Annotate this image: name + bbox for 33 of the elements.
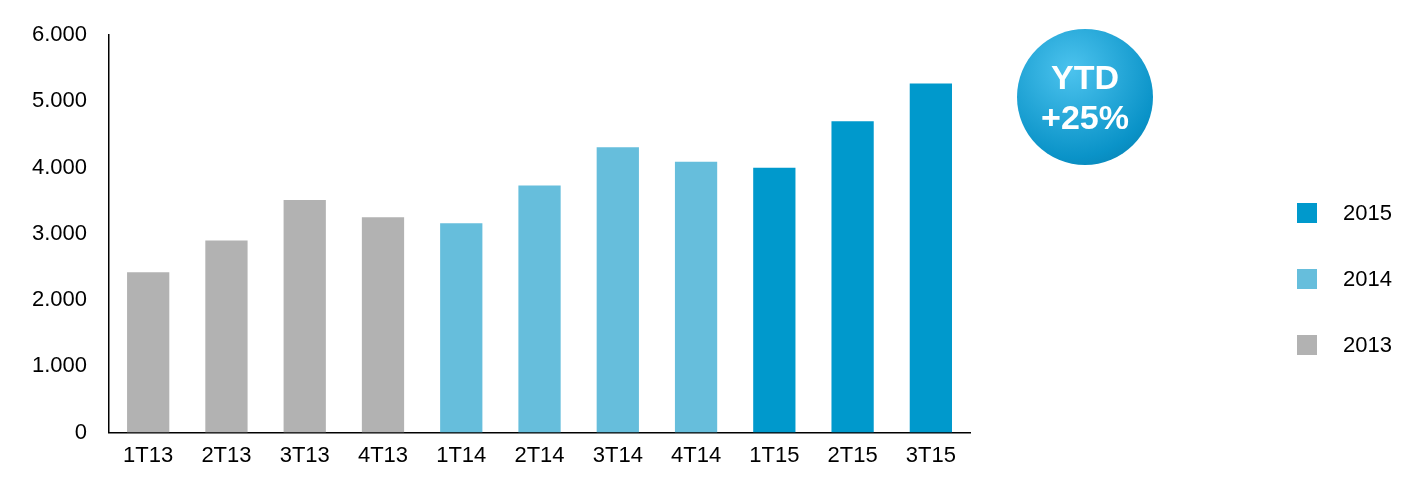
bar — [753, 167, 796, 433]
legend-label: 2013 — [1343, 332, 1392, 358]
x-tick-label: 1T13 — [123, 441, 174, 467]
y-tick-label: 2.000 — [31, 286, 88, 312]
bar — [596, 147, 639, 433]
bar — [127, 272, 170, 433]
y-tick-label: 5.000 — [31, 87, 88, 113]
y-tick-label: 4.000 — [31, 153, 88, 179]
bar — [205, 240, 248, 433]
bar — [831, 121, 874, 433]
x-tick-label: 2T13 — [201, 441, 252, 467]
x-tick-label: 3T13 — [279, 441, 330, 467]
x-tick-label: 3T14 — [592, 441, 643, 467]
y-tick-label: 0 — [74, 418, 88, 444]
x-tick-label: 4T13 — [357, 441, 409, 467]
x-tick-label: 1T15 — [749, 441, 800, 467]
bar — [440, 223, 483, 433]
x-tick-label: 2T15 — [827, 441, 878, 467]
y-tick-label: 1.000 — [31, 352, 88, 378]
y-tick-label: 6.000 — [31, 21, 88, 47]
bar — [909, 83, 952, 433]
x-tick-label: 3T15 — [905, 441, 956, 467]
circle-badge: YTD +25% — [1017, 29, 1153, 165]
x-tick-label: 4T14 — [670, 441, 722, 467]
bar — [361, 217, 405, 433]
x-tick-label: 1T14 — [436, 441, 487, 467]
bar — [518, 185, 561, 433]
bar — [674, 161, 718, 433]
y-tick-label: 3.000 — [31, 219, 88, 245]
bar — [283, 200, 326, 433]
legend-label: 2015 — [1343, 200, 1392, 226]
x-tick-label: 2T14 — [514, 441, 565, 467]
legend-label: 2014 — [1343, 266, 1392, 292]
